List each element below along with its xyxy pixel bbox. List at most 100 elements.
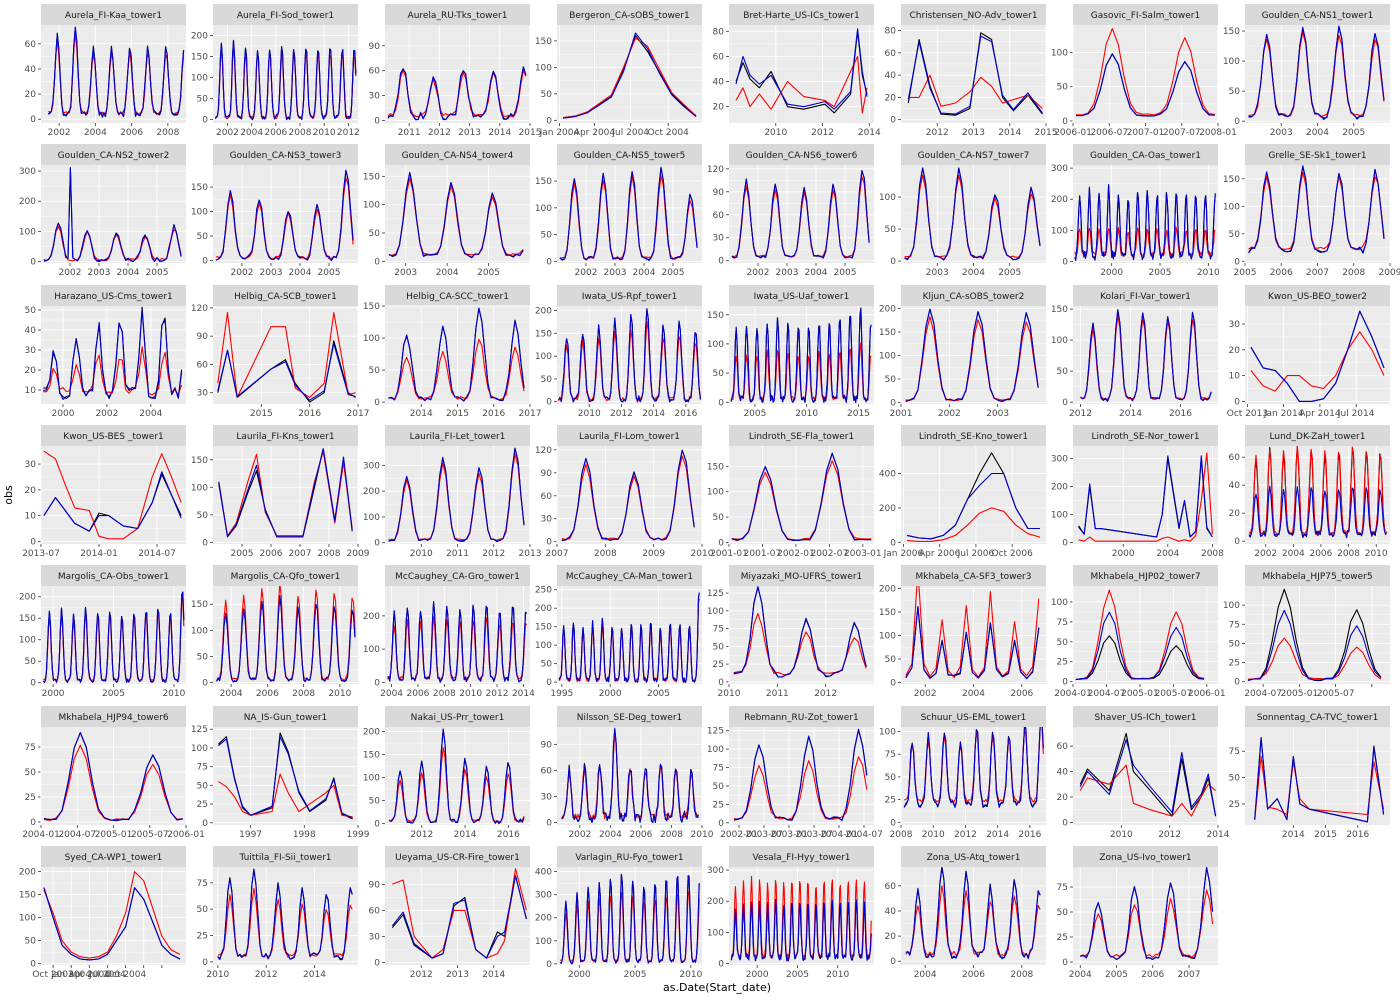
y-tick-label: 50 [25,657,37,667]
y-tick-label: 100 [1051,598,1068,608]
y-tick-label: 10 [1229,372,1241,382]
facet-strip [901,565,1046,586]
y-tick-label: 50 [713,782,725,792]
plot-panel [213,446,358,544]
x-tick-label: Oct 2003 [32,970,73,980]
x-tick-label: 2003 [986,409,1009,419]
x-tick-label: 2013 [446,970,469,980]
y-tick-label: 0 [718,959,724,969]
facet-panel: Rebmann_RU-Zot_tower1 0 25 50 75 100 125 2002-0… [707,706,883,840]
y-tick-label: 0 [374,257,380,267]
y-tick-label: 50 [197,511,209,521]
y-tick-label: 100 [1051,226,1068,236]
facet-strip [41,144,186,165]
x-tick-label: 2000 [1100,268,1123,278]
y-tick-label: 200 [535,307,552,317]
series-line-blue [1075,611,1205,681]
x-tick-label: 2004 [1282,549,1305,559]
x-tick-label: 2002 [231,268,254,278]
y-tick-label: 75 [197,763,208,773]
facet-strip [729,565,874,586]
x-tick-label: 2004 [380,689,403,699]
series-line-blue [43,167,182,263]
facet-strip-label: Mkhabela_HJP75_tower5 [1262,572,1372,582]
facet-strip [41,846,186,867]
y-tick-label: 0 [1062,117,1068,127]
x-tick-label: 2003 [1270,128,1293,138]
y-tick-label: 60 [369,67,381,77]
x-tick-label: 2010 [1197,268,1220,278]
facet-panel: Syed_CA-WP1_tower1 0 50 100 150 200 Oct 2003Ja… [19,846,186,980]
x-tick-label: 2013 [458,128,481,138]
y-tick-label: 90 [369,42,381,52]
y-tick-label: 20 [713,103,725,113]
series-line-blue [1080,867,1214,961]
y-tick-label: 150 [363,751,380,761]
y-tick-label: 0 [546,398,552,408]
series-line-blue [1075,53,1216,117]
facet-strip [1073,4,1218,25]
facet-strip-label: Lindroth_SE-Nor_tower1 [1091,432,1199,442]
y-tick-label: 100 [363,334,380,344]
series-line-blue [387,66,527,121]
y-tick-label: 60 [541,492,553,502]
x-tick-label: 2002-01 [777,549,815,559]
x-tick-label: 2010 [162,689,185,699]
facet-strip-label: Laurila_FI-Lom_tower1 [579,432,680,442]
x-tick-label: 2016 [298,409,321,419]
series-line-blue [215,169,354,262]
x-tick-label: Apr 2004 [574,128,616,138]
y-tick-label: 100 [19,914,36,924]
x-tick-label: 2004 [436,268,459,278]
x-tick-label: 2010 [410,549,433,559]
facet-strip [729,144,874,165]
y-tick-label: 50 [1057,367,1069,377]
x-tick-label: 2016 [1169,409,1192,419]
y-tick-label: 0 [718,678,724,688]
facet-strip-label: Iwata_US-Rpf_tower1 [582,292,678,302]
facet-strip-label: Lund_DK-ZaH_tower1 [1270,432,1366,442]
facet-strip [385,4,530,25]
x-tick-label: 2010 [691,549,714,559]
y-tick-label: 125 [707,727,724,737]
x-tick-label: 2004 [240,128,263,138]
y-tick-label: 125 [191,725,208,735]
series-line-black [391,875,527,959]
y-tick-label: 100 [535,352,552,362]
x-tick-label: 2012 [255,970,278,980]
x-tick-label: 2008 [1342,268,1365,278]
y-tick-label: 100 [191,74,208,84]
facet-strip [41,706,186,727]
y-tick-label: 120 [707,165,724,175]
x-tick-label: 2014-07 [138,549,176,559]
series-line-blue [905,606,1040,680]
x-tick-label: 2007-01 [1127,128,1165,138]
facet-strip-label: Nakai_US-Prr_tower1 [411,713,505,723]
facet-strip-label: Miyazaki_MO-UFRS_tower1 [741,572,863,582]
facet-panel: Christensen_NO-Adv_tower1 0 20 40 60 80 2012 20… [885,4,1057,138]
y-tick-label: 25 [25,793,36,803]
x-tick-label: Oct 2006 [992,549,1034,559]
y-tick-label: 0 [1062,398,1068,408]
facet-panel: Harazano_US-Cms_tower1 10 20 30 40 50 2000 2002… [25,285,186,419]
x-tick-label: 2012 [337,128,360,138]
x-tick-label: 2014 [410,409,433,419]
x-tick-label: 2001-07 [744,549,782,559]
x-tick-label: 2010 [328,689,351,699]
y-tick-label: 100 [1223,57,1240,67]
series-line-blue [561,727,699,823]
y-tick-label: 50 [541,375,553,385]
x-tick-label: Jan 2004 [539,128,580,138]
y-tick-label: 40 [1057,768,1069,778]
facet-strip-label: Bergeron_CA-sOBS_tower1 [569,11,690,21]
series-line-blue [906,472,1040,540]
x-tick-label: 2004 [914,970,937,980]
x-tick-label: 2008-01 [1199,128,1237,138]
x-tick-label: 2004-07 [1088,689,1126,699]
y-tick-label: 0 [890,957,896,967]
facet-panel: Sonnentag_CA-TVC_tower1 25 50 75 2014 2015 201… [1229,706,1390,840]
y-tick-label: 40 [25,326,37,336]
facet-strip [729,285,874,306]
